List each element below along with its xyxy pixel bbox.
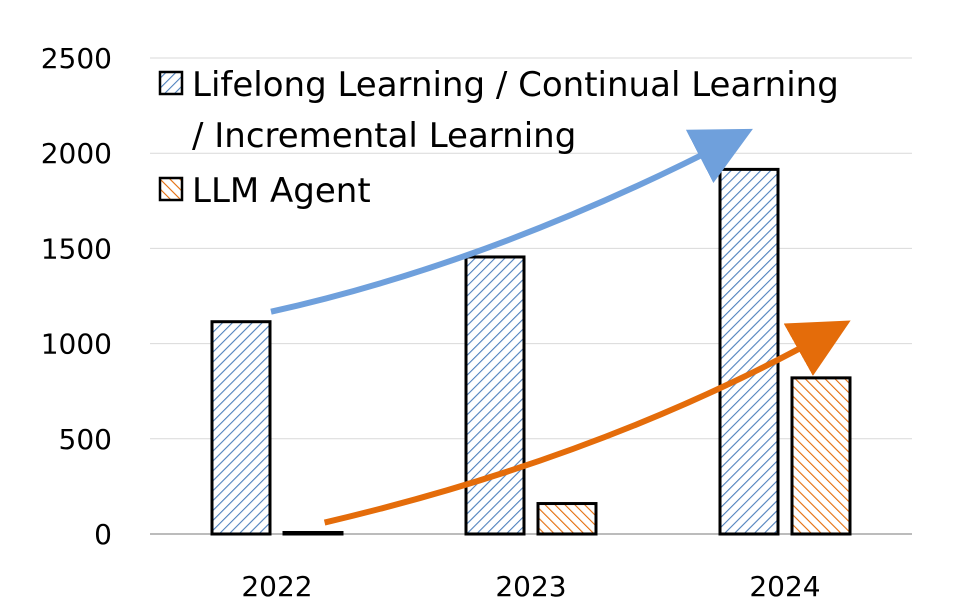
- y-tick-label: 1500: [41, 232, 112, 265]
- y-tick-label: 500: [59, 423, 112, 456]
- legend-swatch-lifelong-learning: [158, 70, 184, 96]
- y-tick-label: 2000: [41, 137, 112, 170]
- trend-arrow-lifelong-learning: [270, 128, 753, 315]
- bar-lifelong-learning-2024: [718, 167, 780, 536]
- x-tick-label: 2024: [749, 570, 820, 603]
- y-tick-label: 1000: [41, 328, 112, 361]
- y-tick-label: 2500: [41, 42, 112, 75]
- y-axis-ticks: 0 500 1000 1500 2000 2500: [41, 42, 112, 551]
- y-tick-label: 0: [94, 518, 112, 551]
- x-axis-ticks: 2022 2023 2024: [241, 570, 820, 603]
- bar-lifelong-learning-2023: [464, 255, 526, 536]
- trend-arrows: [270, 128, 851, 526]
- x-tick-label: 2022: [241, 570, 312, 603]
- bar-llm-agent-2022: [282, 531, 344, 536]
- bar-llm-agent-2024: [790, 376, 852, 536]
- bar-llm-agent-2023: [536, 502, 598, 536]
- bar-lifelong-learning-2022: [210, 320, 272, 536]
- bars: [210, 167, 852, 536]
- legend-label: Lifelong Learning / Continual Learning: [192, 65, 839, 105]
- gridlines: [150, 57, 912, 535]
- x-tick-label: 2023: [495, 570, 566, 603]
- legend-swatch-llm-agent: [158, 176, 184, 202]
- legend-label: LLM Agent: [192, 171, 371, 211]
- legend-label: / Incremental Learning: [192, 116, 576, 156]
- trend-arrow-llm-agent: [323, 320, 851, 526]
- legend: Lifelong Learning / Continual Learning / …: [158, 65, 839, 211]
